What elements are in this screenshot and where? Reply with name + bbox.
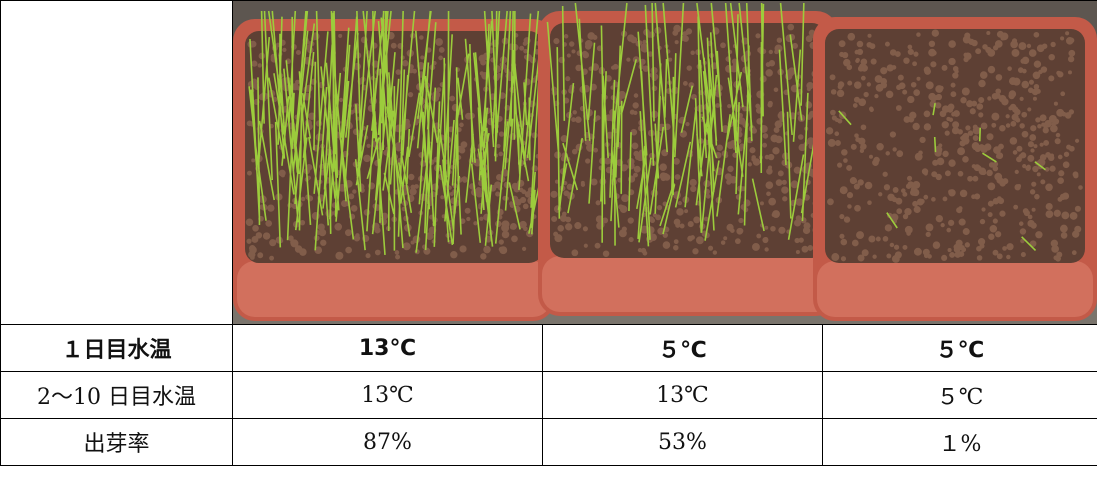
table-row: １日目水温 13℃ ５℃ ５℃ xyxy=(0,324,1097,372)
cell: 13℃ xyxy=(542,371,823,419)
tray-front xyxy=(542,256,834,312)
cell: ５℃ xyxy=(821,371,1097,419)
table-row: 2～10 日目水温 13℃ 13℃ ５℃ xyxy=(0,371,1097,419)
cell: 53% xyxy=(542,418,823,466)
cell: 87% xyxy=(232,418,543,466)
sprouts xyxy=(838,102,1046,251)
row-header: 出芽率 xyxy=(0,418,233,466)
cell: １% xyxy=(821,418,1097,466)
soil xyxy=(825,29,1085,263)
seedling-photo xyxy=(233,1,1097,324)
cell: 13℃ xyxy=(232,324,543,372)
trays xyxy=(233,2,1097,321)
row-header: 2～10 日目水温 xyxy=(0,371,233,419)
cell: 13℃ xyxy=(232,371,543,419)
cell: ５℃ xyxy=(821,324,1097,372)
tray-front xyxy=(237,261,551,317)
tray-front xyxy=(817,261,1093,317)
row-header: １日目水温 xyxy=(0,324,233,372)
cell: ５℃ xyxy=(542,324,823,372)
empty-cell xyxy=(0,0,233,325)
table-row: 出芽率 87% 53% １% xyxy=(0,418,1097,466)
photo-cell xyxy=(231,0,1097,325)
photo-row xyxy=(0,0,1097,325)
result-table: １日目水温 13℃ ５℃ ５℃ 2～10 日目水温 13℃ 13℃ ５℃ 出芽率… xyxy=(0,0,1097,466)
sprouts xyxy=(248,10,544,256)
soil-grains xyxy=(825,29,1083,263)
sprouts xyxy=(546,2,825,247)
soil-grains xyxy=(550,23,825,257)
